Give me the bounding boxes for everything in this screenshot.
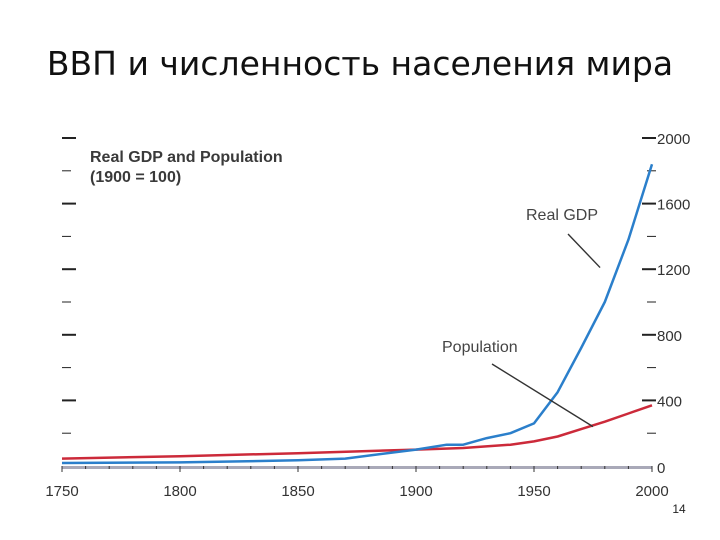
annotation-population: Population bbox=[442, 339, 518, 356]
x-tick-label: 1900 bbox=[399, 483, 432, 500]
x-tick-label: 2000 bbox=[635, 483, 668, 500]
x-tick-label: 1950 bbox=[517, 483, 550, 500]
left-axis-ticks bbox=[62, 137, 76, 434]
chart-subtitle: (1900 = 100) bbox=[90, 169, 181, 186]
right-axis: 0 400 800 1200 1600 2000 bbox=[642, 131, 690, 477]
chart-title: Real GDP and Population bbox=[90, 149, 283, 166]
series-line-real-gdp bbox=[61, 163, 654, 465]
slide-number: 14 bbox=[672, 502, 686, 516]
y-tick-label: 800 bbox=[657, 328, 682, 345]
y-tick-label: 0 bbox=[657, 460, 665, 477]
series-line-population bbox=[61, 404, 653, 460]
y-tick-label: 1600 bbox=[657, 197, 690, 214]
annotation-pointer bbox=[567, 233, 601, 269]
annotation-real-gdp: Real GDP bbox=[526, 207, 598, 224]
y-tick-label: 2000 bbox=[657, 131, 690, 148]
y-tick-label: 400 bbox=[657, 393, 682, 410]
annotations: Real GDP Population bbox=[442, 207, 601, 428]
x-tick-label: 1800 bbox=[163, 483, 196, 500]
series-lines bbox=[61, 163, 654, 465]
x-axis: 1750 1800 1850 1900 1950 2000 bbox=[45, 466, 669, 500]
x-tick-label: 1750 bbox=[45, 483, 78, 500]
plot-frame bbox=[62, 466, 652, 469]
y-tick-label: 1200 bbox=[657, 262, 690, 279]
x-tick-label: 1850 bbox=[281, 483, 314, 500]
slide-title: ВВП и численность населения мира bbox=[46, 44, 674, 83]
x-axis-baseline bbox=[62, 466, 652, 469]
annotation-pointer bbox=[491, 363, 594, 428]
